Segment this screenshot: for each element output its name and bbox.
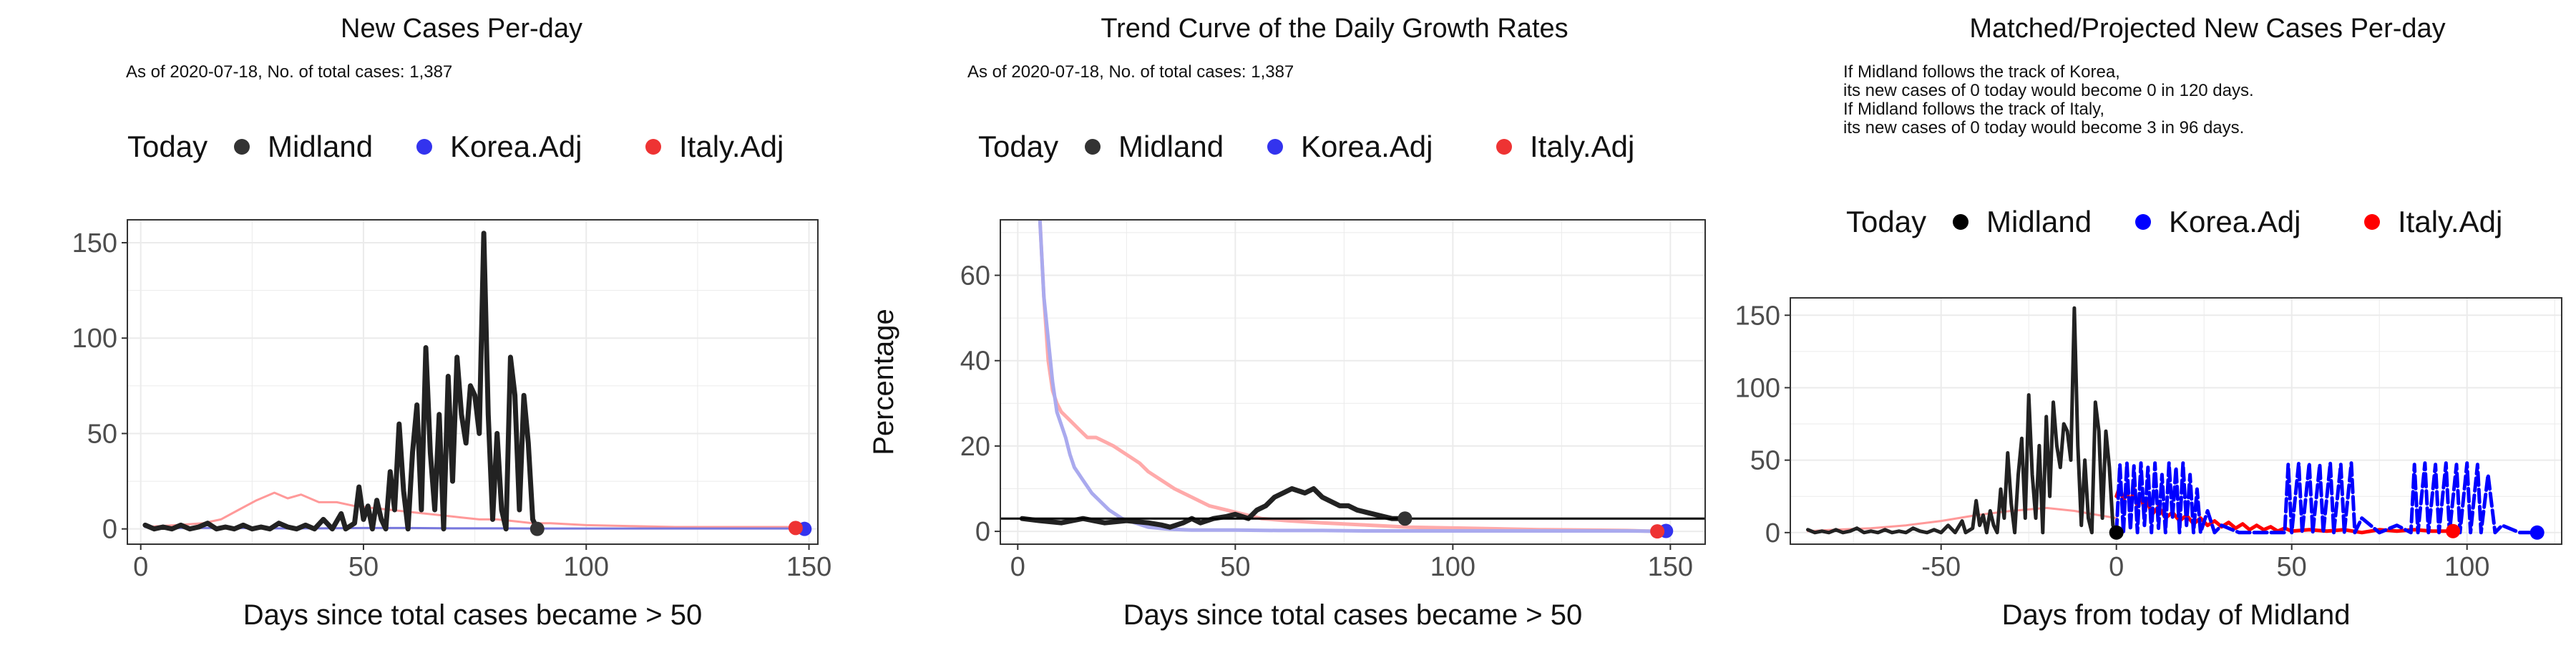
x-tick-label: 0 (1010, 552, 1025, 582)
plot-background (127, 220, 818, 544)
legend-key-korea-adj (1267, 139, 1283, 155)
legend-label: Midland (268, 130, 373, 163)
series-line-italy-adj (1038, 220, 1659, 533)
chart-subtitle: If Midland follows the track of Korea, (1843, 62, 2120, 82)
y-tick-label: 60 (960, 261, 990, 291)
x-tick-label: 150 (786, 552, 831, 582)
legend-label: Korea.Adj (1301, 130, 1433, 163)
legend-label: Korea.Adj (2169, 205, 2301, 238)
legend-key-korea-adj (416, 139, 432, 155)
plot-border (1790, 297, 2562, 545)
legend-label: Italy.Adj (679, 130, 784, 163)
chart-subtitle: its new cases of 0 today would become 3 … (1843, 118, 2244, 137)
chart-subtitle: If Midland follows the track of Italy, (1843, 100, 2104, 119)
y-tick-label: 50 (1750, 446, 1780, 476)
y-tick-label: 150 (1735, 301, 1780, 331)
y-tick-label: 150 (72, 228, 117, 258)
legend-prefix: Today (1846, 205, 1926, 238)
y-axis-label: Percentage (868, 309, 899, 455)
today-point-midland (1397, 511, 1413, 526)
y-tick-label: 20 (960, 432, 990, 462)
series-line-midland (142, 231, 540, 532)
panel-3: Matched/Projected New Cases Per-day If Mi… (1735, 14, 2562, 631)
chart-title: Matched/Projected New Cases Per-day (1969, 14, 2445, 44)
today-point-midland (2109, 525, 2124, 540)
y-tick-label: 0 (975, 517, 990, 547)
x-tick-label: 100 (2444, 552, 2489, 582)
x-tick-label: 100 (1430, 552, 1475, 582)
y-tick-label: 100 (72, 324, 117, 354)
chart-title: New Cases Per-day (341, 14, 582, 44)
legend-key-midland (1953, 214, 1968, 230)
series-line-korea-adj (2114, 461, 2540, 535)
series-line-midland (1019, 486, 1407, 530)
series-line-midland (1806, 306, 2119, 535)
legend-key-italy-adj (1496, 139, 1512, 155)
x-tick-label: 50 (1220, 552, 1250, 582)
x-tick-label: 150 (1648, 552, 1693, 582)
x-tick-label: 50 (348, 552, 379, 582)
legend-prefix: Today (978, 130, 1058, 163)
y-tick-label: 0 (102, 515, 117, 545)
legend-key-korea-adj (2135, 214, 2151, 230)
series-group (1806, 306, 2540, 535)
chart-subtitle: As of 2020-07-18, No. of total cases: 1,… (967, 62, 1294, 82)
today-point-korea-adj (2529, 525, 2545, 540)
x-tick-label: -50 (1921, 552, 1961, 582)
chart-title: Trend Curve of the Daily Growth Rates (1101, 14, 1568, 44)
x-tick-label: 50 (2277, 552, 2307, 582)
y-tick-label: 50 (87, 419, 117, 449)
today-point-italy-adj (2446, 523, 2461, 538)
legend-prefix: Today (127, 130, 208, 163)
legend-label: Italy.Adj (1530, 130, 1634, 163)
x-tick-label: 100 (564, 552, 609, 582)
legend-key-midland (1085, 139, 1101, 155)
series-group (142, 231, 806, 532)
chart-subtitle: As of 2020-07-18, No. of total cases: 1,… (126, 62, 452, 82)
y-tick-label: 100 (1735, 373, 1780, 403)
legend-label: Midland (1986, 205, 2092, 238)
x-axis-label: Days from today of Midland (2002, 599, 2351, 631)
y-tick-label: 40 (960, 347, 990, 377)
x-tick-label: 0 (133, 552, 148, 582)
legend-label: Italy.Adj (2398, 205, 2502, 238)
y-tick-label: 0 (1765, 518, 1780, 548)
legend-key-midland (234, 139, 250, 155)
today-point-midland (530, 521, 545, 536)
today-point-italy-adj (788, 521, 803, 536)
plot-background (1000, 220, 1705, 544)
plot-border (1000, 219, 1706, 545)
chart-subtitle: its new cases of 0 today would become 0 … (1843, 81, 2254, 100)
legend-key-italy-adj (645, 139, 661, 155)
plot-background (1790, 298, 2562, 544)
legend-label: Korea.Adj (450, 130, 582, 163)
legend-key-italy-adj (2364, 214, 2380, 230)
x-axis-label: Days since total cases became > 50 (243, 599, 702, 631)
panel-2: Trend Curve of the Daily Growth Rates As … (868, 14, 1706, 631)
panel-1: New Cases Per-day As of 2020-07-18, No. o… (72, 14, 832, 631)
today-point-italy-adj (1650, 524, 1665, 539)
x-axis-label: Days since total cases became > 50 (1123, 599, 1582, 631)
legend-label: Midland (1118, 130, 1224, 163)
plot-border (127, 219, 819, 545)
x-tick-label: 0 (2109, 552, 2124, 582)
